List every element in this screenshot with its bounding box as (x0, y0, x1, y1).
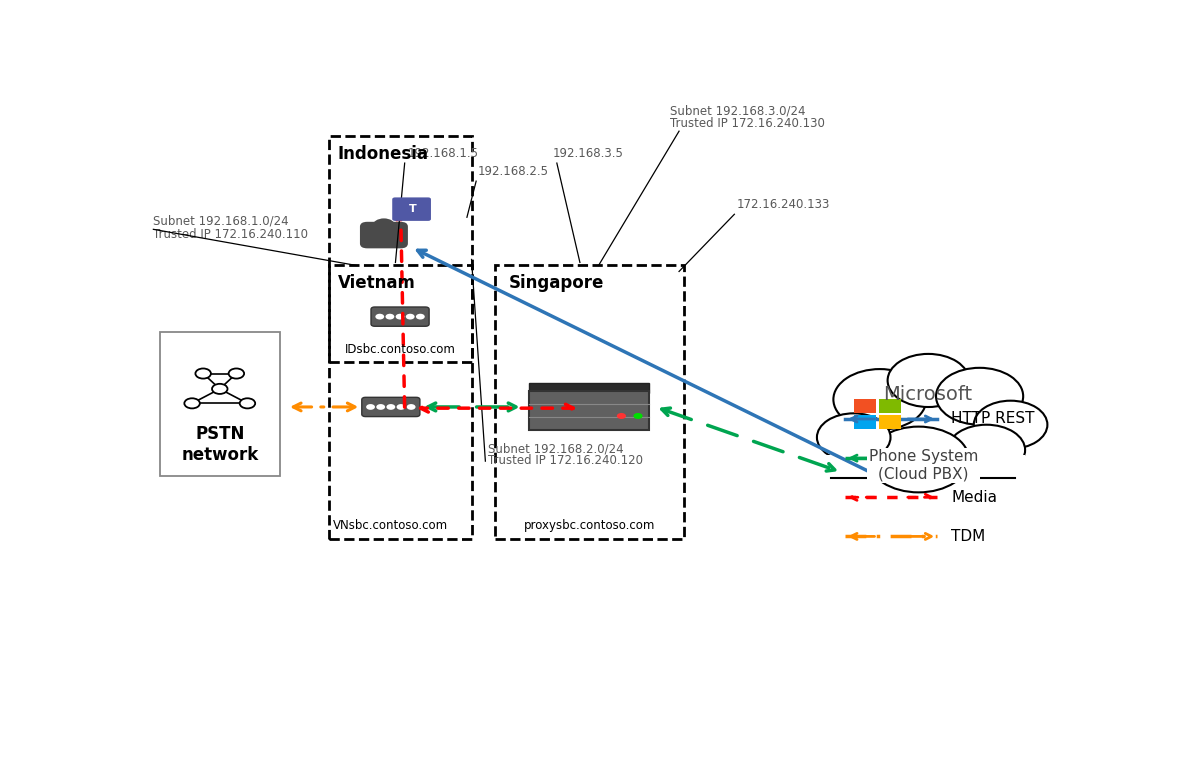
Bar (159, 332, 280, 476)
Bar (328, 136, 471, 362)
Text: TDM: TDM (951, 529, 985, 544)
Text: Subnet 192.168.3.0/24: Subnet 192.168.3.0/24 (670, 105, 806, 118)
Bar (879, 414, 901, 429)
Text: Trusted IP 172.16.240.130: Trusted IP 172.16.240.130 (670, 117, 825, 130)
Text: IDsbc.contoso.com: IDsbc.contoso.com (345, 343, 456, 356)
Text: HTTP REST: HTTP REST (951, 411, 1034, 426)
Circle shape (367, 404, 375, 410)
Circle shape (616, 413, 626, 419)
Circle shape (406, 314, 414, 320)
FancyBboxPatch shape (393, 197, 431, 221)
Circle shape (416, 314, 425, 320)
Bar (822, 455, 1025, 482)
FancyBboxPatch shape (362, 397, 420, 417)
Circle shape (973, 400, 1047, 449)
Circle shape (184, 398, 200, 408)
Text: Microsoft: Microsoft (883, 385, 972, 404)
Circle shape (396, 404, 406, 410)
Text: Indonesia: Indonesia (338, 145, 428, 163)
Text: 172.16.240.133: 172.16.240.133 (737, 199, 831, 211)
Text: Subnet 192.168.2.0/24: Subnet 192.168.2.0/24 (488, 442, 624, 455)
Bar (854, 414, 876, 429)
Text: PSTN
network: PSTN network (181, 425, 258, 465)
Text: 192.168.1.5: 192.168.1.5 (407, 147, 478, 160)
Circle shape (386, 314, 394, 320)
Text: VNsbc.contoso.com: VNsbc.contoso.com (333, 519, 449, 533)
Circle shape (375, 314, 384, 320)
Circle shape (407, 404, 415, 410)
Bar (854, 399, 876, 413)
Text: Vietnam: Vietnam (338, 274, 415, 292)
Circle shape (869, 427, 969, 493)
Text: SIP: SIP (951, 450, 975, 465)
Circle shape (937, 368, 1023, 425)
Circle shape (888, 354, 969, 407)
Text: Subnet 192.168.1.0/24: Subnet 192.168.1.0/24 (154, 214, 289, 228)
Circle shape (395, 314, 405, 320)
Circle shape (633, 413, 643, 419)
Text: 192.168.3.5: 192.168.3.5 (552, 147, 624, 160)
Circle shape (947, 425, 1025, 475)
Circle shape (387, 404, 395, 410)
Text: Phone System
(Cloud PBX): Phone System (Cloud PBX) (869, 449, 978, 482)
Bar (328, 265, 471, 540)
FancyBboxPatch shape (371, 307, 430, 326)
Circle shape (376, 404, 386, 410)
Text: T: T (408, 204, 416, 214)
Bar (879, 399, 901, 413)
Text: Trusted IP 172.16.240.120: Trusted IP 172.16.240.120 (488, 454, 643, 467)
Bar (530, 391, 649, 429)
Circle shape (833, 369, 926, 430)
Text: Trusted IP 172.16.240.110: Trusted IP 172.16.240.110 (154, 228, 308, 242)
FancyBboxPatch shape (359, 222, 408, 249)
Circle shape (372, 218, 395, 233)
Bar (530, 382, 649, 393)
Circle shape (816, 414, 890, 461)
Bar (495, 265, 683, 540)
Circle shape (239, 398, 255, 408)
Circle shape (195, 368, 211, 378)
Text: Singapore: Singapore (508, 274, 603, 292)
Text: 192.168.2.5: 192.168.2.5 (478, 165, 549, 178)
Circle shape (212, 384, 227, 394)
Text: proxysbc.contoso.com: proxysbc.contoso.com (524, 519, 655, 533)
Circle shape (228, 368, 244, 378)
Text: Media: Media (951, 490, 997, 504)
